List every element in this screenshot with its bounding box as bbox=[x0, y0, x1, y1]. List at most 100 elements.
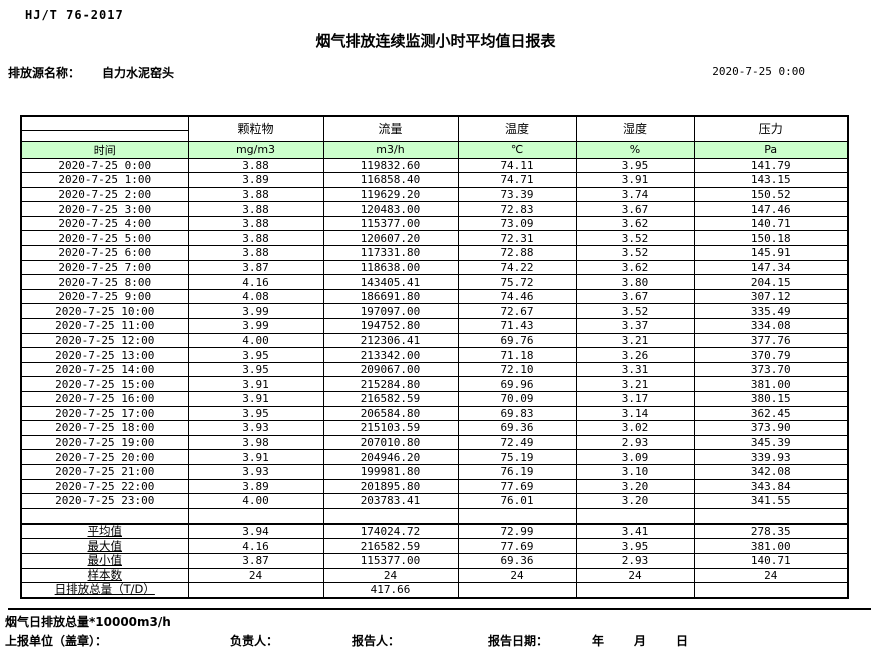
summary-value-cell: 216582.59 bbox=[322, 538, 459, 554]
value-cell: 74.22 bbox=[457, 259, 577, 276]
value-cell: 373.90 bbox=[693, 420, 849, 436]
header-empty-cell-top bbox=[20, 115, 189, 131]
value-cell: 74.46 bbox=[457, 288, 577, 305]
unit-humidity: % bbox=[575, 140, 695, 159]
value-cell: 3.88 bbox=[187, 245, 324, 261]
value-cell: 3.95 bbox=[187, 347, 324, 363]
value-cell: 377.76 bbox=[693, 332, 849, 349]
month-label: 月 bbox=[634, 634, 647, 648]
value-cell: 3.88 bbox=[187, 215, 324, 232]
value-cell: 3.91 bbox=[575, 172, 695, 188]
value-cell: 73.39 bbox=[457, 186, 577, 203]
value-cell: 116858.40 bbox=[322, 172, 459, 188]
value-cell: 204946.20 bbox=[322, 449, 459, 465]
value-cell: 343.84 bbox=[693, 478, 849, 495]
summary-value-cell: 3.87 bbox=[187, 552, 324, 569]
page-divider-rule bbox=[8, 608, 871, 610]
column-header-humidity: 湿度 bbox=[575, 115, 695, 142]
value-cell: 3.31 bbox=[575, 361, 695, 378]
emission-source-line: 排放源名称： 自力水泥窑头 bbox=[8, 64, 174, 81]
value-cell: 69.83 bbox=[457, 405, 577, 422]
value-cell: 3.02 bbox=[575, 420, 695, 436]
blank-separator-row bbox=[20, 507, 849, 525]
summary-value-cell bbox=[457, 582, 577, 599]
summary-value-cell: 3.95 bbox=[575, 538, 695, 554]
time-cell: 2020-7-25 3:00 bbox=[20, 201, 189, 217]
value-cell: 3.95 bbox=[575, 157, 695, 174]
value-cell: 3.87 bbox=[187, 259, 324, 276]
value-cell: 76.19 bbox=[457, 463, 577, 480]
header-empty-cell-bottom bbox=[20, 129, 189, 142]
value-cell: 69.36 bbox=[457, 420, 577, 436]
value-cell: 3.67 bbox=[575, 201, 695, 217]
hourly-data-row: 2020-7-25 2:00 3.88 119629.20 73.39 3.74 150.… bbox=[20, 186, 849, 203]
time-cell: 2020-7-25 5:00 bbox=[20, 230, 189, 247]
value-cell: 150.18 bbox=[693, 230, 849, 247]
summary-label: 最小值 bbox=[20, 552, 189, 569]
value-cell: 215284.80 bbox=[322, 376, 459, 392]
time-cell: 2020-7-25 4:00 bbox=[20, 215, 189, 232]
time-cell: 2020-7-25 13:00 bbox=[20, 347, 189, 363]
value-cell: 373.70 bbox=[693, 361, 849, 378]
value-cell: 3.20 bbox=[575, 478, 695, 495]
hourly-data-row: 2020-7-25 10:00 3.99 197097.00 72.67 3.52 335… bbox=[20, 303, 849, 320]
unit-flow: m3/h bbox=[322, 140, 459, 159]
time-cell: 2020-7-25 1:00 bbox=[20, 172, 189, 188]
value-cell: 3.91 bbox=[187, 391, 324, 407]
hourly-data-row: 2020-7-25 23:00 4.00 203783.41 76.01 3.20 341… bbox=[20, 493, 849, 509]
hourly-data-row: 2020-7-25 12:00 4.00 212306.41 69.76 3.21 377… bbox=[20, 332, 849, 349]
hourly-data-row: 2020-7-25 8:00 4.16 143405.41 75.72 3.80 204.… bbox=[20, 274, 849, 290]
hourly-data-row: 2020-7-25 18:00 3.93 215103.59 69.36 3.02 373… bbox=[20, 420, 849, 436]
time-cell: 2020-7-25 14:00 bbox=[20, 361, 189, 378]
value-cell: 194752.80 bbox=[322, 318, 459, 334]
value-cell: 3.88 bbox=[187, 230, 324, 247]
report-unit-label: 上报单位（盖章）： bbox=[5, 634, 108, 648]
value-cell: 3.93 bbox=[187, 420, 324, 436]
value-cell: 209067.00 bbox=[322, 361, 459, 378]
hourly-data-row: 2020-7-25 13:00 3.95 213342.00 71.18 3.26 370… bbox=[20, 347, 849, 363]
value-cell: 147.34 bbox=[693, 259, 849, 276]
summary-value-cell: 24 bbox=[187, 567, 324, 584]
summary-label: 平均值 bbox=[20, 522, 189, 540]
value-cell: 3.80 bbox=[575, 274, 695, 290]
unit-temperature: ℃ bbox=[457, 140, 577, 159]
summary-value-cell: 3.41 bbox=[575, 522, 695, 540]
summary-value-cell: 24 bbox=[457, 567, 577, 584]
value-cell: 3.09 bbox=[575, 449, 695, 465]
summary-value-cell: 77.69 bbox=[457, 538, 577, 554]
empty-cell bbox=[187, 507, 324, 525]
value-cell: 72.88 bbox=[457, 245, 577, 261]
summary-value-cell: 24 bbox=[575, 567, 695, 584]
unit-particulate: mg/m3 bbox=[187, 140, 324, 159]
summary-value-cell: 69.36 bbox=[457, 552, 577, 569]
monitoring-data-table: 颗粒物 流量 温度 湿度 压力 时间 mg/m3 m3/h ℃ % Pa 202… bbox=[20, 115, 849, 599]
value-cell: 206584.80 bbox=[322, 405, 459, 422]
value-cell: 3.20 bbox=[575, 493, 695, 509]
value-cell: 3.17 bbox=[575, 391, 695, 407]
summary-value-cell: 24 bbox=[322, 567, 459, 584]
value-cell: 70.09 bbox=[457, 391, 577, 407]
empty-cell bbox=[575, 507, 695, 525]
value-cell: 143405.41 bbox=[322, 274, 459, 290]
page-title: 烟气排放连续监测小时平均值日报表 bbox=[315, 32, 556, 50]
value-cell: 3.21 bbox=[575, 332, 695, 349]
hourly-data-row: 2020-7-25 15:00 3.91 215284.80 69.96 3.21 381… bbox=[20, 376, 849, 392]
summary-value-cell bbox=[187, 582, 324, 599]
summary-value-cell: 24 bbox=[693, 567, 849, 584]
summary-row: 最大值 4.16 216582.59 77.69 3.95 381.00 bbox=[20, 538, 849, 554]
summary-label: 样本数 bbox=[20, 567, 189, 584]
value-cell: 197097.00 bbox=[322, 303, 459, 320]
hourly-data-row: 2020-7-25 16:00 3.91 216582.59 70.09 3.17 380… bbox=[20, 391, 849, 407]
value-cell: 3.14 bbox=[575, 405, 695, 422]
value-cell: 3.52 bbox=[575, 303, 695, 320]
hourly-data-row: 2020-7-25 7:00 3.87 118638.00 74.22 3.62 147.… bbox=[20, 259, 849, 276]
summary-value-cell: 3.94 bbox=[187, 522, 324, 540]
time-cell: 2020-7-25 2:00 bbox=[20, 186, 189, 203]
hourly-data-row: 2020-7-25 21:00 3.93 199981.80 76.19 3.10 342… bbox=[20, 463, 849, 480]
empty-cell bbox=[457, 507, 577, 525]
summary-value-cell: 2.93 bbox=[575, 552, 695, 569]
time-cell: 2020-7-25 21:00 bbox=[20, 463, 189, 480]
value-cell: 3.52 bbox=[575, 230, 695, 247]
value-cell: 69.76 bbox=[457, 332, 577, 349]
